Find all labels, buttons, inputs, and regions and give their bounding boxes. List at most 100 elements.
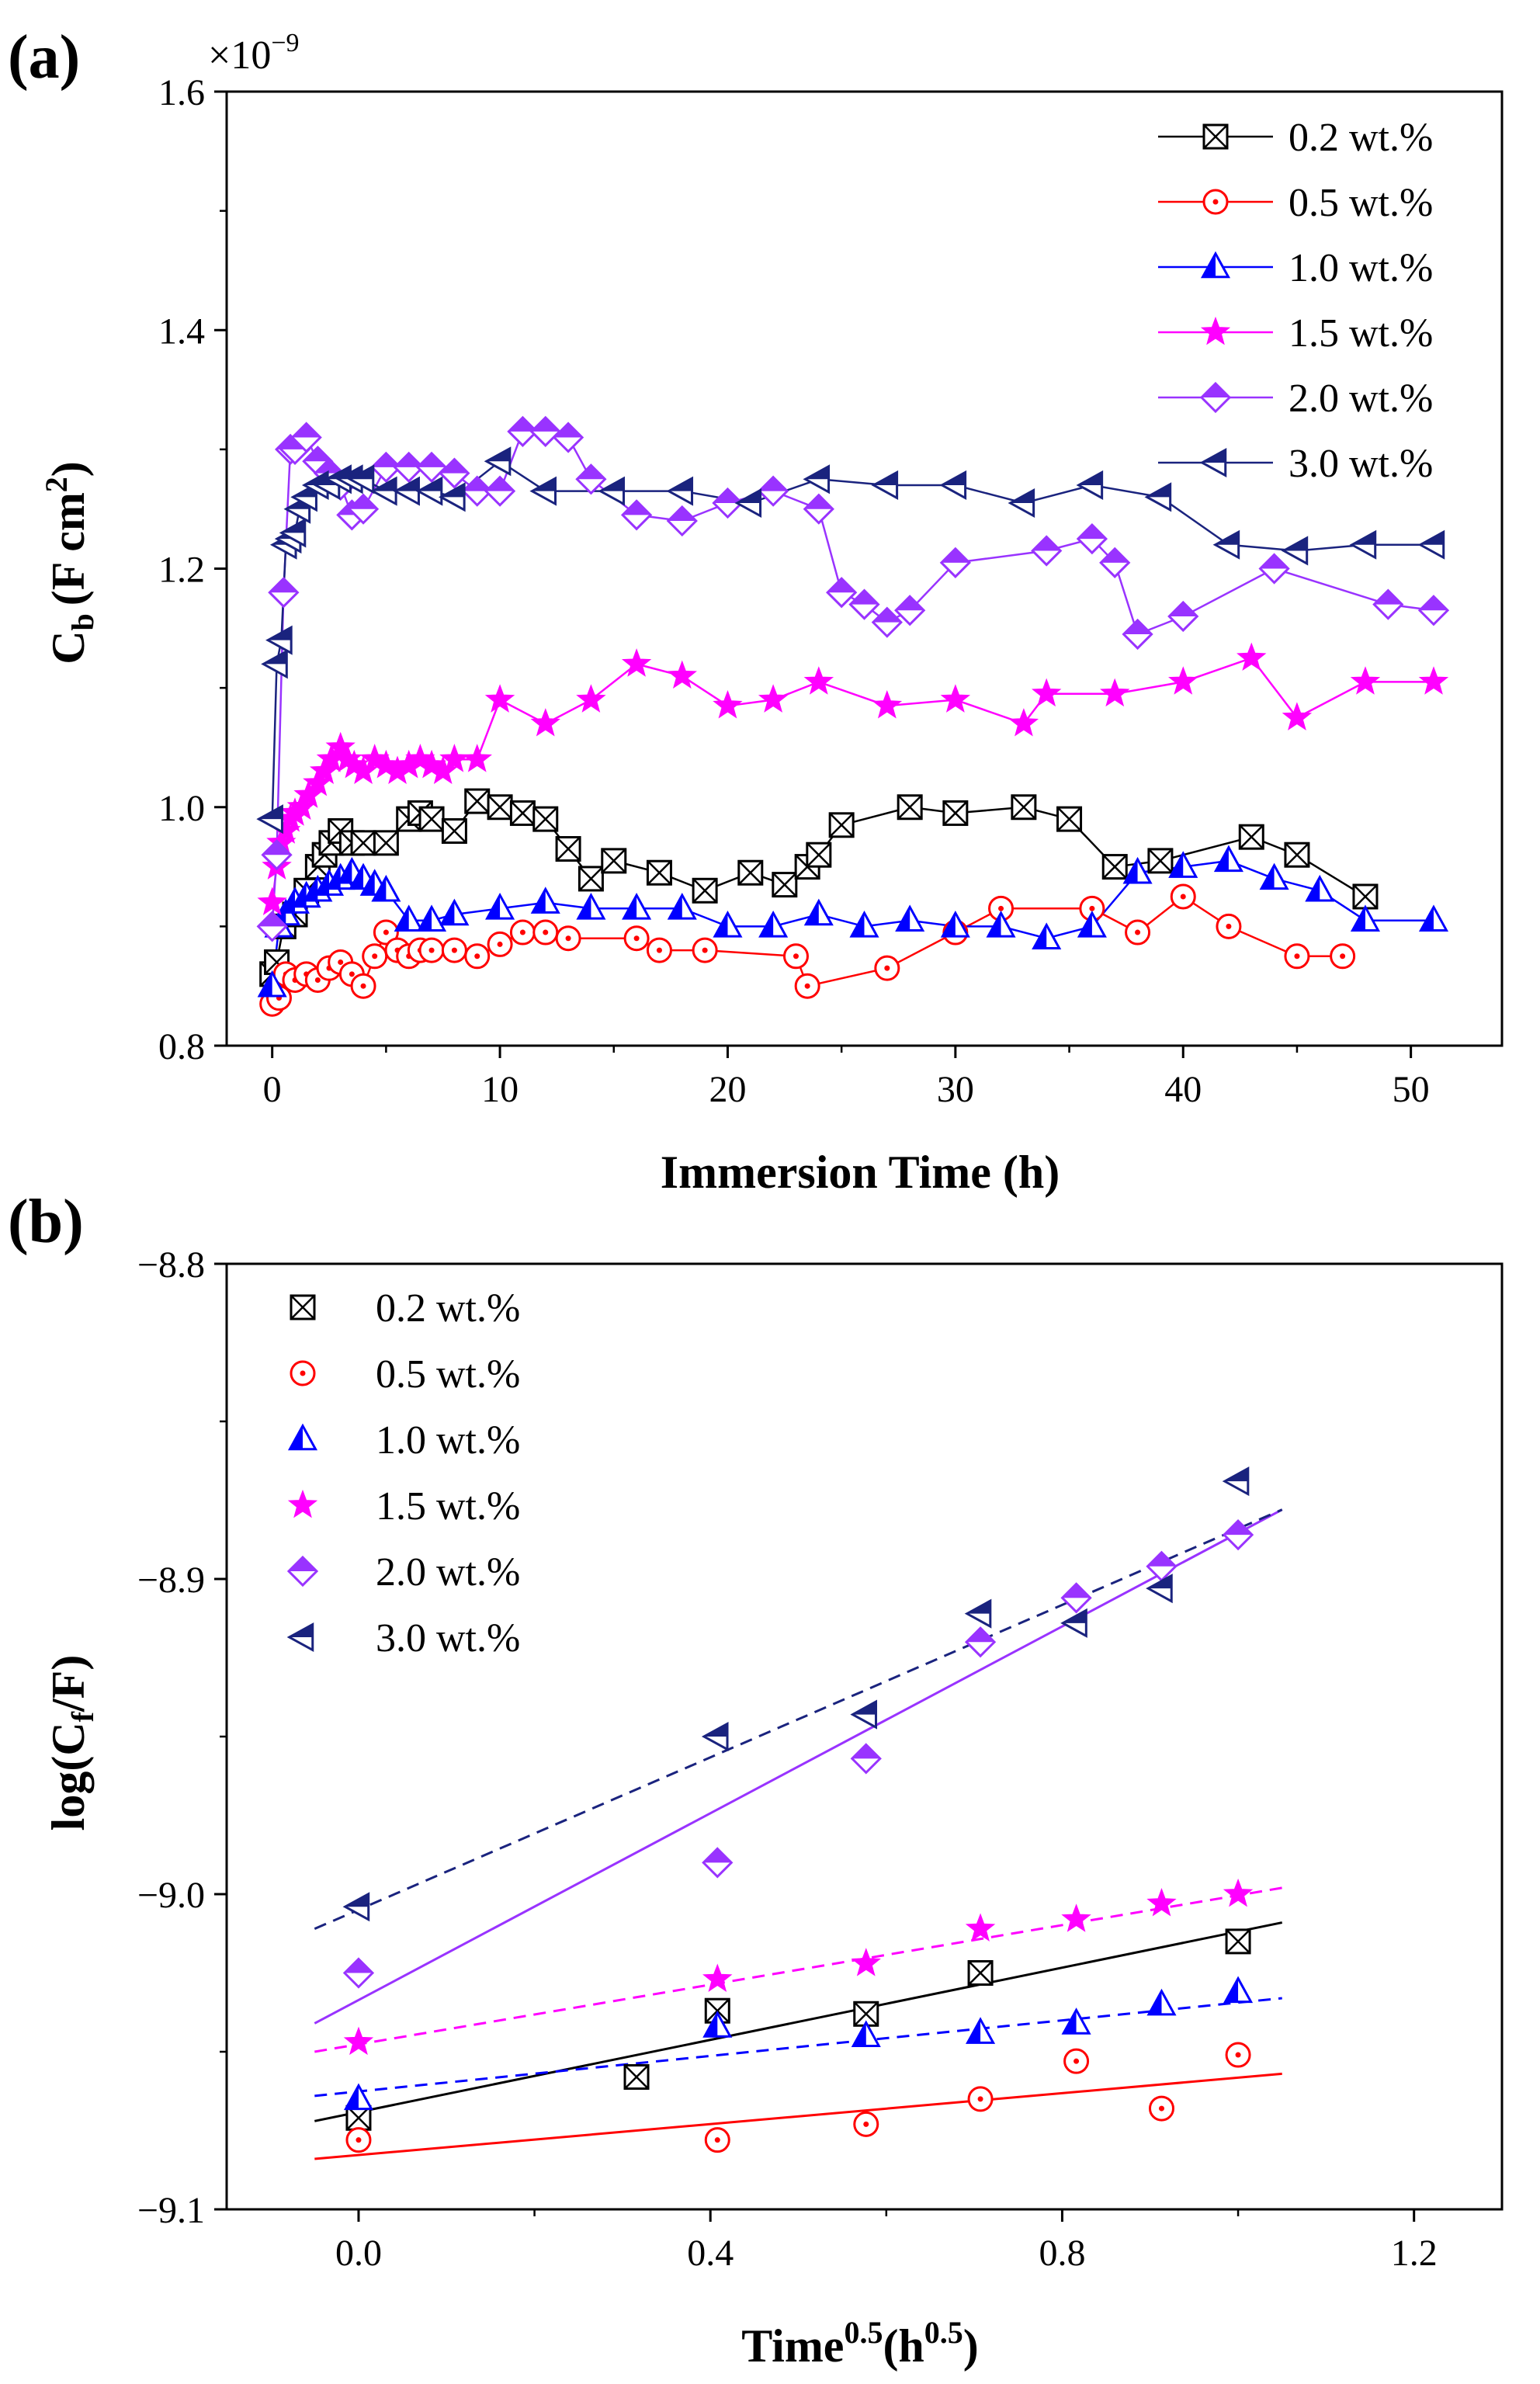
marker-fill <box>941 548 969 563</box>
marker-star <box>462 744 492 772</box>
data-point <box>1060 1608 1087 1638</box>
marker-dot <box>497 941 503 947</box>
data-point <box>1258 553 1290 585</box>
marker-fill <box>303 447 332 462</box>
marker-fill <box>263 651 287 665</box>
marker-star <box>803 666 834 695</box>
marker-star <box>428 755 458 784</box>
marker-dot <box>1340 953 1346 959</box>
data-point <box>1146 1988 1177 2016</box>
data-point <box>1011 794 1037 821</box>
marker-fill <box>1283 537 1307 551</box>
marker-fill <box>703 1848 732 1863</box>
y-tick-label: 1.2 <box>158 550 205 591</box>
data-point <box>555 925 581 952</box>
data-point <box>874 955 900 981</box>
data-point <box>256 804 283 835</box>
data-point <box>418 937 445 963</box>
data-point <box>850 1699 878 1730</box>
data-point <box>1349 529 1377 560</box>
data-point <box>803 666 834 695</box>
marker-cross <box>1239 824 1264 850</box>
data-point <box>1213 845 1243 873</box>
data-point <box>1060 1582 1092 1614</box>
marker-fill <box>759 477 788 491</box>
data-point <box>484 475 516 507</box>
marker-dot <box>314 977 321 984</box>
data-point <box>702 1963 733 1992</box>
marker-fill <box>349 466 373 480</box>
data-point <box>1061 2007 1091 2035</box>
legend-marker <box>286 1622 314 1653</box>
panel-b-markers <box>342 1466 1254 2153</box>
fit-line-1.0 wt.% <box>314 1997 1282 2098</box>
data-point <box>343 2026 374 2056</box>
legend-item: 3.0 wt.% <box>1158 442 1433 486</box>
data-point <box>345 2127 372 2153</box>
marker-cross <box>532 807 558 831</box>
legend-marker <box>287 1489 318 1518</box>
marker-dot <box>884 965 890 971</box>
data-point <box>485 892 515 920</box>
x-tick-label: 0.8 <box>1039 2233 1085 2274</box>
data-point <box>1417 595 1450 626</box>
marker-fill <box>1078 472 1102 485</box>
marker-cross <box>1285 842 1309 868</box>
y-tick-label: −9.1 <box>137 2190 205 2231</box>
marker-fill <box>1010 490 1034 504</box>
data-point <box>851 2020 881 2047</box>
data-point <box>1031 535 1063 567</box>
marker-star <box>1008 708 1039 737</box>
marker-cross <box>346 2105 371 2131</box>
legend-label: 3.0 wt.% <box>376 1616 520 1660</box>
marker-fill <box>486 477 515 491</box>
data-point <box>964 1626 997 1658</box>
marker-fill <box>349 494 378 509</box>
marker-fill <box>1147 1552 1176 1567</box>
marker-fill <box>1063 1610 1087 1623</box>
data-point <box>257 970 287 998</box>
data-point <box>279 518 307 548</box>
legend-item: 3.0 wt.% <box>286 1616 520 1660</box>
data-point <box>343 2083 374 2111</box>
marker-fill <box>345 2085 359 2109</box>
marker-star <box>1237 642 1267 671</box>
marker-star <box>872 689 903 719</box>
fit-line-0.2 wt.% <box>314 1921 1283 2122</box>
marker-fill <box>258 806 283 820</box>
marker-dot <box>863 2121 869 2127</box>
data-point <box>1222 1519 1254 1551</box>
marker-dot <box>474 953 480 959</box>
fit-line-3.0 wt.% <box>314 1508 1283 1931</box>
data-point <box>256 911 288 942</box>
data-point <box>418 806 445 832</box>
panel-a-markers <box>256 415 1450 1017</box>
data-point <box>894 595 926 626</box>
data-point <box>1418 666 1449 695</box>
marker-fill <box>713 489 742 504</box>
data-point <box>370 476 397 506</box>
marker-star <box>851 1948 881 1976</box>
data-point <box>623 2063 650 2090</box>
marker-fill <box>1079 913 1092 937</box>
data-point <box>1282 702 1313 730</box>
data-point <box>1146 1574 1173 1604</box>
marker-fill <box>304 877 318 901</box>
data-point <box>439 457 470 489</box>
legend-item: 0.5 wt.% <box>1158 181 1433 225</box>
data-point <box>1225 1928 1251 1955</box>
panel-b-label: (b) <box>8 1188 84 1256</box>
marker-fill <box>966 1628 995 1643</box>
data-point <box>1330 943 1356 970</box>
data-point <box>851 1948 881 1976</box>
marker-dot <box>714 2137 720 2143</box>
marker-star <box>257 887 287 915</box>
data-point <box>261 839 293 871</box>
x-tick-label: 10 <box>481 1069 519 1110</box>
legend-item: 1.0 wt.% <box>1158 246 1433 290</box>
x-tick-label: 30 <box>937 1069 974 1110</box>
marker-fill <box>290 1425 303 1449</box>
data-point <box>462 744 492 772</box>
data-point <box>1350 666 1381 695</box>
data-point <box>646 937 672 963</box>
